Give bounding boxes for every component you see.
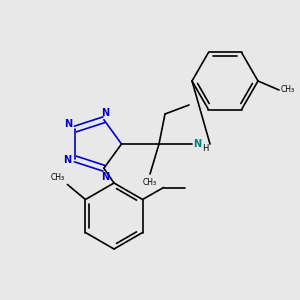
Text: N: N	[194, 139, 202, 149]
Text: CH₃: CH₃	[143, 178, 157, 187]
Text: H: H	[202, 144, 209, 153]
Text: CH₃: CH₃	[50, 172, 64, 182]
Text: N: N	[101, 172, 110, 182]
Text: N: N	[101, 108, 110, 118]
Text: CH₃: CH₃	[280, 85, 295, 94]
Text: N: N	[64, 118, 73, 129]
Text: N: N	[63, 155, 71, 166]
